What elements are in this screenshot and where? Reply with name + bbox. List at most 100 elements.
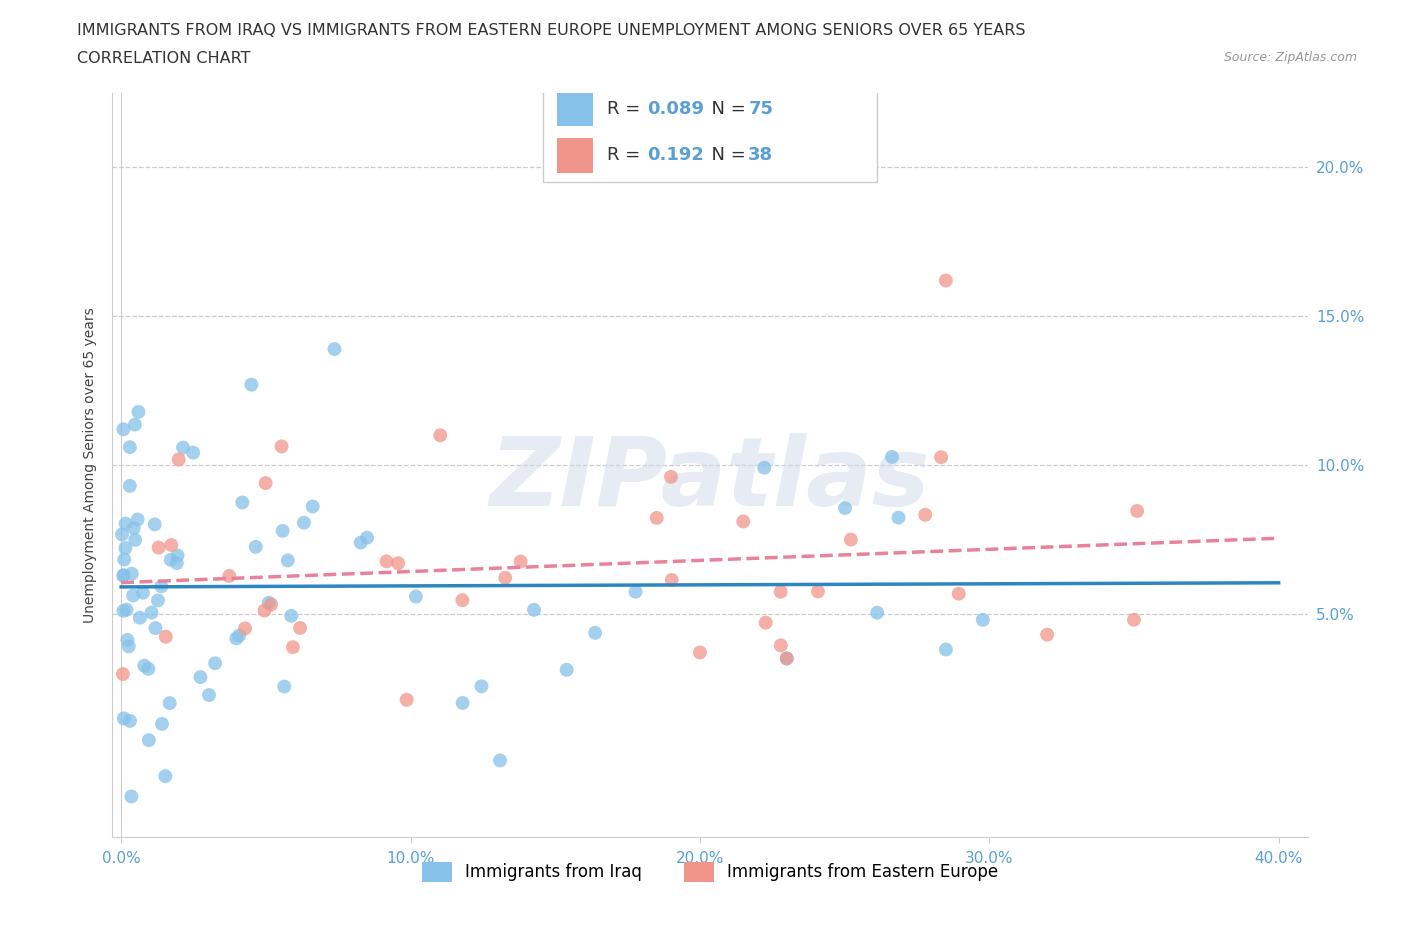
Point [138, 733, 160, 748]
Point [218, 568, 240, 583]
Point [281, 640, 304, 655]
Point [257, 595, 280, 610]
Text: IMMIGRANTS FROM IRAQ VS IMMIGRANTS FROM EASTERN EUROPE UNEMPLOYMENT AMONG SENIOR: IMMIGRANTS FROM IRAQ VS IMMIGRANTS FROM … [77, 23, 1026, 38]
Point [160, 538, 183, 552]
Point [240, 378, 263, 392]
Text: R =: R = [607, 100, 647, 117]
Point [624, 584, 647, 599]
Point [233, 621, 256, 636]
Point [155, 630, 177, 644]
Point [117, 632, 139, 647]
Point [112, 567, 135, 582]
Point [880, 449, 903, 464]
Point [112, 711, 135, 725]
Point [181, 445, 204, 460]
Point [253, 603, 276, 618]
Point [523, 603, 546, 618]
Point [190, 670, 212, 684]
Point [254, 475, 277, 490]
Point [122, 521, 145, 536]
Point [155, 769, 177, 784]
Text: 75: 75 [748, 100, 773, 117]
Point [204, 656, 226, 671]
Point [124, 418, 146, 432]
Point [839, 532, 862, 547]
Point [277, 553, 299, 568]
Point [494, 570, 516, 585]
Point [288, 620, 311, 635]
Point [118, 440, 141, 455]
Point [395, 692, 418, 707]
Text: 0.089: 0.089 [647, 100, 703, 117]
FancyBboxPatch shape [557, 91, 593, 126]
Point [114, 516, 136, 531]
Point [167, 452, 190, 467]
Legend: Immigrants from Iraq, Immigrants from Eastern Europe: Immigrants from Iraq, Immigrants from Ea… [415, 856, 1005, 888]
Point [972, 612, 994, 627]
Point [159, 696, 181, 711]
Point [114, 540, 136, 555]
FancyBboxPatch shape [557, 138, 593, 173]
Point [124, 532, 146, 547]
Point [134, 658, 156, 673]
Point [323, 341, 346, 356]
Point [948, 586, 970, 601]
Text: N =: N = [700, 100, 752, 117]
Point [387, 556, 409, 571]
FancyBboxPatch shape [543, 78, 877, 182]
Point [935, 642, 957, 657]
Point [754, 460, 776, 475]
Point [127, 405, 149, 419]
Text: ZIPatlas: ZIPatlas [489, 433, 931, 526]
Point [834, 500, 856, 515]
Point [159, 552, 181, 567]
Point [509, 554, 531, 569]
Y-axis label: Unemployment Among Seniors over 65 years: Unemployment Among Seniors over 65 years [83, 307, 97, 623]
Point [111, 527, 134, 542]
Point [769, 638, 792, 653]
Point [132, 585, 155, 600]
Point [270, 439, 292, 454]
Point [271, 524, 294, 538]
Point [112, 604, 135, 618]
Point [127, 512, 149, 527]
Point [120, 789, 142, 804]
Point [118, 478, 141, 493]
Point [755, 615, 778, 630]
Point [1123, 612, 1146, 627]
Point [231, 495, 253, 510]
Point [145, 620, 167, 635]
Point [1036, 627, 1059, 642]
Point [245, 539, 267, 554]
Text: Source: ZipAtlas.com: Source: ZipAtlas.com [1223, 51, 1357, 64]
Point [198, 687, 221, 702]
Point [301, 499, 323, 514]
Point [172, 440, 194, 455]
Text: 38: 38 [748, 147, 773, 165]
Point [935, 273, 957, 288]
Point [555, 662, 578, 677]
Point [733, 514, 755, 529]
Point [645, 511, 668, 525]
Point [887, 511, 910, 525]
Point [260, 597, 283, 612]
Point [429, 428, 451, 443]
Point [150, 716, 173, 731]
Point [689, 645, 711, 660]
Point [375, 554, 398, 569]
Point [166, 548, 188, 563]
Point [661, 573, 683, 588]
Point [914, 508, 936, 523]
Point [1126, 503, 1149, 518]
Point [112, 422, 135, 437]
Point [121, 566, 143, 581]
Point [166, 555, 188, 570]
Point [146, 593, 169, 608]
Point [143, 517, 166, 532]
Point [225, 631, 247, 645]
Point [866, 605, 889, 620]
Point [111, 667, 134, 682]
Point [776, 651, 799, 666]
Point [112, 552, 135, 567]
Point [776, 651, 799, 666]
